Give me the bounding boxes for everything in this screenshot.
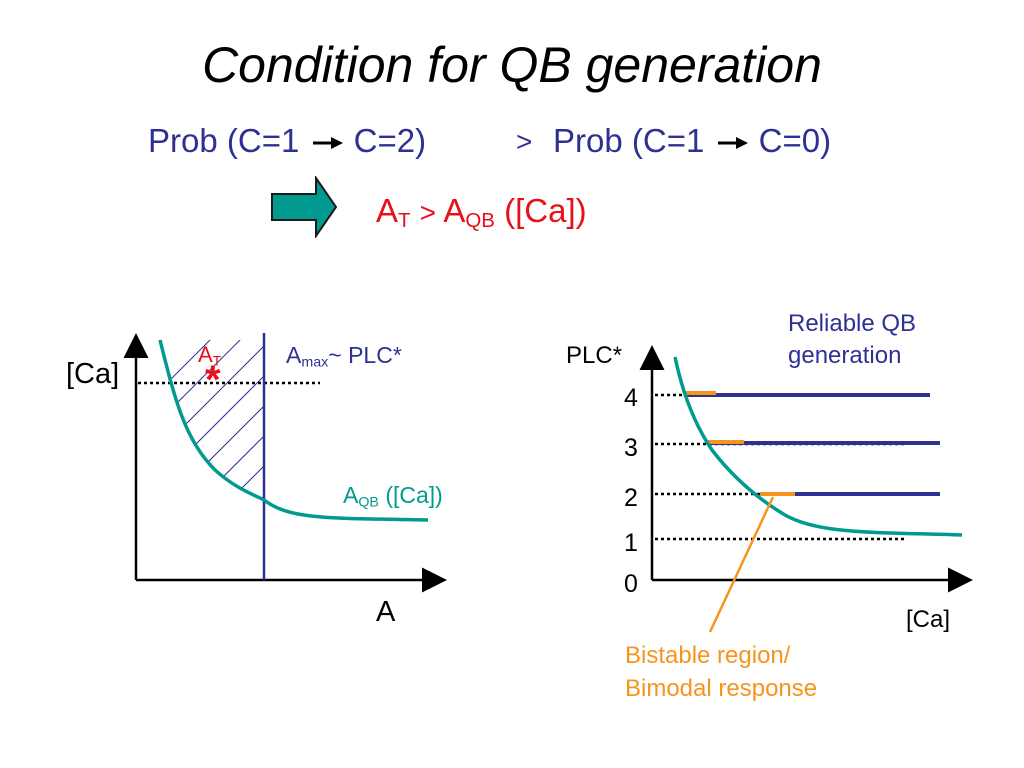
right-y-label: PLC* — [566, 342, 623, 369]
left-x-label: A — [376, 596, 396, 628]
hatched-region — [160, 340, 264, 500]
amax-suffix: ~ PLC* — [328, 342, 402, 368]
amax-subscript: max — [301, 354, 329, 371]
level-4-label: 4 — [624, 384, 638, 412]
prob-left-to-text: C=2) — [353, 122, 427, 159]
implication-greater-than: > — [419, 197, 437, 228]
aqb-subscript: QB — [465, 209, 495, 233]
aqb-symbol: A — [443, 192, 466, 229]
level-0-label: 0 — [624, 570, 638, 598]
left-y-label: [Ca] — [66, 358, 120, 390]
right-arrow-icon — [717, 137, 748, 150]
slide-title: Condition for QB generation — [202, 37, 822, 93]
at-label-subscript: T — [212, 353, 222, 369]
reliable-label-line1: Reliable QB — [788, 310, 917, 337]
condition-left: Prob (C=1 C=2) — [148, 122, 426, 160]
aqb-label-symbol: A — [343, 482, 359, 508]
aqb-label: AQB ([Ca]) — [343, 482, 443, 511]
star-marker: * — [205, 358, 221, 402]
at-symbol: A — [376, 192, 399, 229]
prob-right-to-text: C=0) — [758, 122, 832, 159]
greater-than-sign: > — [516, 126, 533, 157]
right-x-label: [Ca] — [906, 606, 951, 633]
implication-text: AT > AQB ([Ca]) — [376, 192, 587, 233]
reliable-label-line2: generation — [788, 342, 902, 369]
bistable-label-line2: Bimodal response — [625, 675, 818, 702]
at-label: AT — [198, 342, 221, 368]
aqb-label-subscript: QB — [358, 494, 379, 511]
right-plot — [639, 345, 973, 633]
aqb-curve — [158, 339, 429, 522]
level-3-label: 3 — [624, 434, 638, 462]
bistable-label-line1: Bistable region/ — [625, 642, 791, 669]
bistable-pointer — [708, 496, 775, 633]
aqb-curve-right — [673, 356, 963, 537]
aqb-argument: ([Ca]) — [504, 192, 587, 229]
level-2-label: 2 — [624, 484, 638, 512]
prob-right-text: Prob (C=1 — [553, 122, 705, 159]
at-subscript: T — [398, 209, 411, 233]
level-1-label: 1 — [624, 529, 638, 557]
right-arrow-icon — [312, 137, 343, 150]
prob-left-text: Prob (C=1 — [148, 122, 300, 159]
condition-right: Prob (C=1 C=0) — [553, 122, 831, 160]
amax-label: Amax~ PLC* — [286, 342, 402, 371]
amax-symbol: A — [286, 342, 302, 368]
at-label-symbol: A — [198, 342, 213, 367]
implication-arrow-icon — [271, 176, 338, 238]
aqb-label-suffix: ([Ca]) — [378, 482, 443, 508]
